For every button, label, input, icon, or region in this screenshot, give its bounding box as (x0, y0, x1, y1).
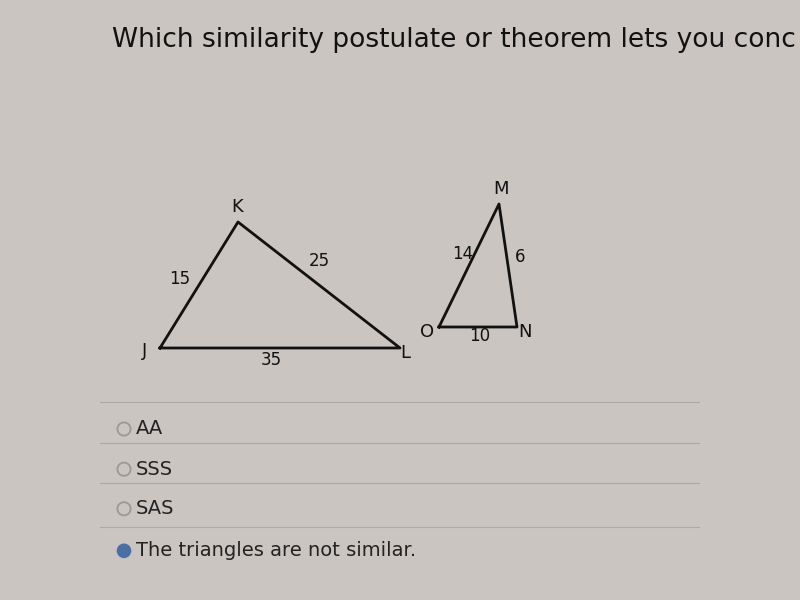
Text: SAS: SAS (136, 499, 174, 518)
Text: 10: 10 (469, 327, 490, 345)
Text: 14: 14 (453, 245, 474, 263)
Text: M: M (494, 180, 509, 198)
Text: N: N (518, 323, 531, 341)
Text: Which similarity postulate or theorem lets you conc: Which similarity postulate or theorem le… (112, 27, 796, 53)
Text: AA: AA (136, 419, 163, 439)
Text: SSS: SSS (136, 460, 173, 479)
Text: The triangles are not similar.: The triangles are not similar. (136, 541, 416, 560)
Text: L: L (400, 344, 410, 362)
Text: 25: 25 (309, 252, 330, 270)
Text: J: J (142, 342, 148, 360)
Text: O: O (420, 323, 434, 341)
Text: K: K (231, 198, 242, 216)
Text: 6: 6 (514, 248, 526, 266)
Text: 15: 15 (169, 270, 190, 288)
Circle shape (118, 544, 130, 557)
Text: 35: 35 (261, 351, 282, 369)
